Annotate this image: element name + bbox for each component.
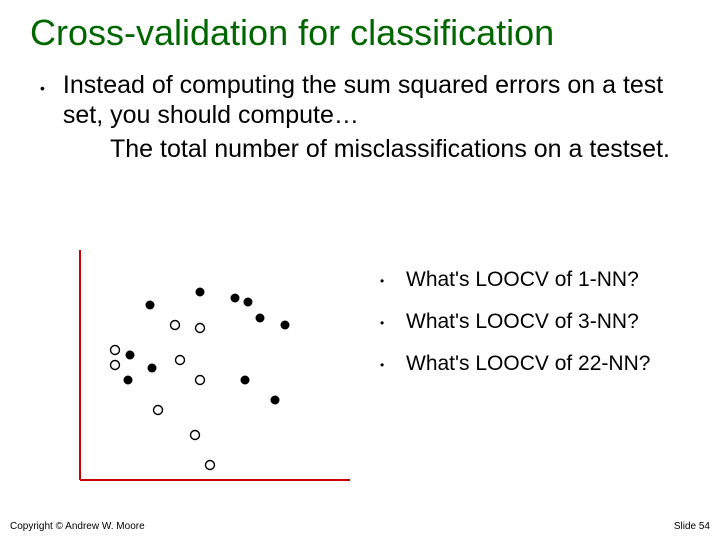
bullet-dot: • [380, 312, 390, 334]
question-text: What's LOOCV of 1-NN? [406, 268, 639, 292]
bullet-1-text: Instead of computing the sum squared err… [63, 70, 690, 130]
question-item: • What's LOOCV of 3-NN? [380, 310, 700, 334]
bullet-dot: • [40, 74, 45, 102]
bullet-dot: • [380, 270, 390, 292]
questions-list: • What's LOOCV of 1-NN? • What's LOOCV o… [380, 268, 700, 394]
body-content: • Instead of computing the sum squared e… [40, 70, 690, 164]
bullet-1: • Instead of computing the sum squared e… [40, 70, 690, 130]
sub-bullet-1-text: The total number of misclassifications o… [110, 134, 690, 164]
question-item: • What's LOOCV of 1-NN? [380, 268, 700, 292]
scatter-chart [60, 240, 350, 490]
question-item: • What's LOOCV of 22-NN? [380, 352, 700, 376]
copyright-text: Copyright © Andrew W. Moore [10, 521, 145, 532]
slide-title: Cross-validation for classification [30, 12, 690, 54]
bullet-dot: • [380, 354, 390, 376]
slide-number: Slide 54 [674, 521, 710, 532]
question-text: What's LOOCV of 3-NN? [406, 310, 639, 334]
question-text: What's LOOCV of 22-NN? [406, 352, 650, 376]
